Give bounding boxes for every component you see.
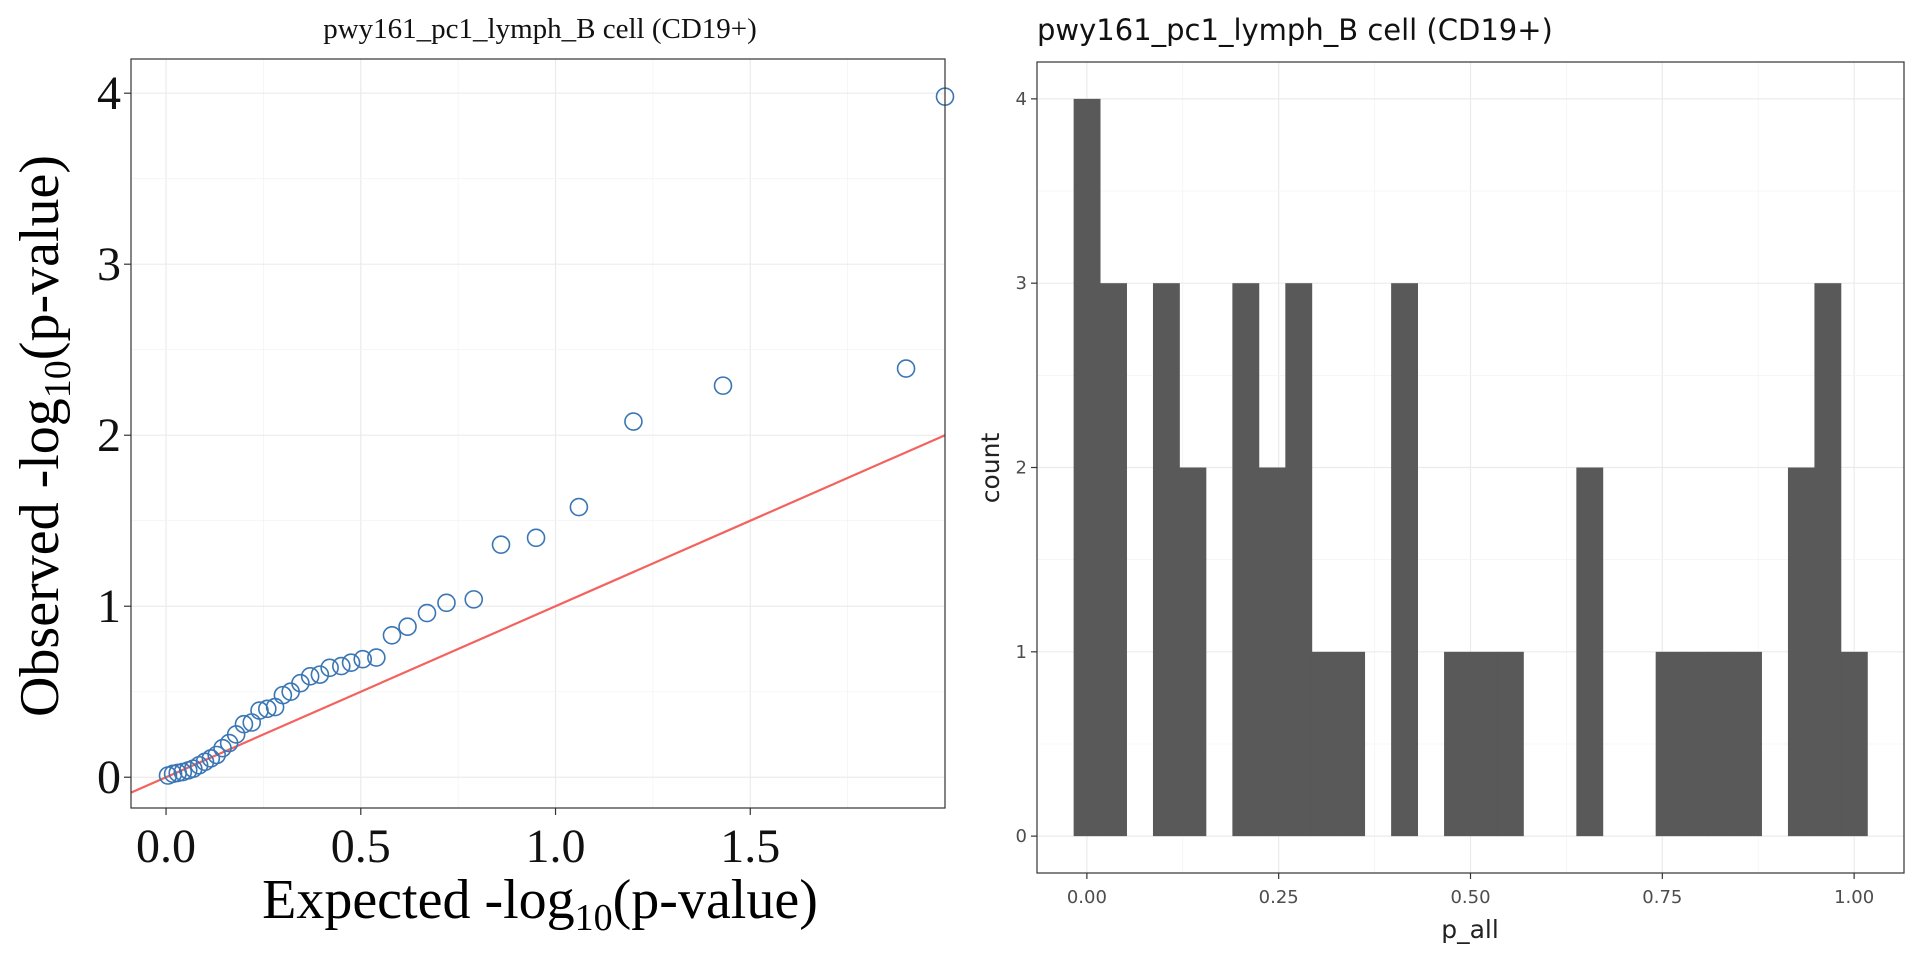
histogram-bar <box>1258 467 1286 837</box>
histogram-bar <box>1100 283 1127 837</box>
qq-x-axis-label: Expected -log10(p-value) <box>262 869 818 939</box>
qq-point <box>353 649 373 669</box>
histogram-bar <box>1840 651 1868 837</box>
hist-x-tick-label: 0.75 <box>1642 887 1682 908</box>
hist-y-tick-label: 3 <box>1016 273 1027 294</box>
histogram-title: pwy161_pc1_lymph_B cell (CD19+) <box>1037 13 1553 47</box>
qq-point <box>624 412 643 431</box>
histogram-bar <box>1152 283 1180 837</box>
qq-y-tick-label: 0 <box>97 751 121 804</box>
qq-y-label-subscript: 10 <box>37 360 79 398</box>
qq-plot-border <box>130 58 946 809</box>
histogram-bar <box>1073 98 1101 837</box>
qq-point <box>310 665 330 684</box>
histogram-x-axis-label: p_all <box>1441 915 1499 944</box>
histogram-bar <box>1232 283 1260 837</box>
qq-point <box>491 535 511 554</box>
histogram-bar <box>1179 467 1207 837</box>
histogram-bar <box>1655 651 1683 837</box>
qq-y-tick-label: 4 <box>97 67 121 120</box>
qq-point <box>234 714 254 734</box>
qq-y-tick-label: 2 <box>97 409 121 462</box>
qq-point <box>382 625 402 645</box>
qq-y-tick-label: 1 <box>97 580 121 633</box>
histogram-y-axis-label: count <box>976 433 1005 504</box>
qq-y-tick-label: 3 <box>97 238 121 291</box>
histogram-bar <box>1496 651 1524 837</box>
histogram-panel: pwy161_pc1_lymph_B cell (CD19+) 0.00 0.25… <box>976 13 1905 944</box>
histogram-bar <box>1708 651 1736 837</box>
histogram-x-axis: 0.00 0.25 0.50 0.75 1.00 <box>1067 873 1874 908</box>
qq-y-axis: 0 1 2 3 4 <box>97 67 131 804</box>
qq-point <box>213 738 232 758</box>
histogram-bars <box>1073 98 1868 837</box>
hist-x-tick-label: 0.25 <box>1259 887 1299 908</box>
hist-x-tick-label: 0.50 <box>1450 887 1490 908</box>
qq-plot-title: pwy161_pc1_lymph_B cell (CD19+) <box>323 13 757 45</box>
qq-point <box>526 528 546 548</box>
qq-points <box>158 87 955 785</box>
qq-x-tick-label: 1.5 <box>720 820 780 873</box>
histogram-bar <box>1444 651 1471 837</box>
histogram-bar <box>1391 283 1418 837</box>
hist-y-tick-label: 0 <box>1016 826 1027 847</box>
histogram-bar <box>1470 651 1498 837</box>
qq-point <box>367 648 386 667</box>
qq-point <box>569 497 589 517</box>
histogram-bar <box>1576 467 1604 837</box>
qq-point <box>291 673 310 693</box>
hist-y-tick-label: 4 <box>1016 89 1027 110</box>
qq-point <box>341 653 361 672</box>
hist-y-tick-label: 1 <box>1016 642 1027 663</box>
histogram-bar <box>1814 283 1842 837</box>
qq-point <box>464 590 484 609</box>
histogram-bar <box>1787 467 1815 837</box>
qq-plot-panel: pwy161_pc1_lymph_B cell (CD19+) 0.0 0.5 1.… <box>9 13 955 939</box>
qq-point <box>332 656 351 676</box>
qq-point <box>398 617 417 637</box>
qq-x-axis: 0.0 0.5 1.0 1.5 <box>136 808 780 873</box>
histogram-bar <box>1311 651 1339 837</box>
qq-x-tick-label: 0.5 <box>331 820 391 873</box>
qq-point <box>207 745 226 765</box>
qq-point <box>300 667 320 686</box>
qq-y-axis-label: Observed -log10(p-value) <box>9 155 79 717</box>
histogram-bar <box>1735 651 1762 837</box>
qq-x-tick-label: 0.0 <box>136 820 196 873</box>
histogram-bar <box>1338 651 1366 837</box>
histogram-y-axis: 0 1 2 3 4 <box>1016 89 1037 847</box>
qq-y-label-prefix: Observed -log <box>9 398 71 717</box>
qq-x-label-prefix: Expected -log <box>262 869 575 931</box>
qq-plot-area <box>131 59 945 808</box>
qq-point <box>320 658 339 678</box>
qq-point <box>896 359 916 378</box>
qq-reference-line <box>130 434 946 794</box>
hist-y-tick-label: 2 <box>1016 458 1027 479</box>
hist-x-tick-label: 0.00 <box>1067 887 1107 908</box>
histogram-bar <box>1682 651 1710 837</box>
qq-y-label-suffix: (p-value) <box>9 155 71 360</box>
qq-gridlines <box>131 59 945 808</box>
qq-point <box>258 699 277 719</box>
hist-x-tick-label: 1.00 <box>1834 887 1874 908</box>
qq-point <box>713 376 733 395</box>
qq-x-label-suffix: (p-value) <box>613 869 818 931</box>
qq-point <box>437 593 456 613</box>
histogram-bar <box>1285 283 1313 837</box>
qq-point <box>417 603 437 623</box>
qq-x-label-subscript: 10 <box>575 897 613 939</box>
qq-x-tick-label: 1.0 <box>526 820 586 873</box>
